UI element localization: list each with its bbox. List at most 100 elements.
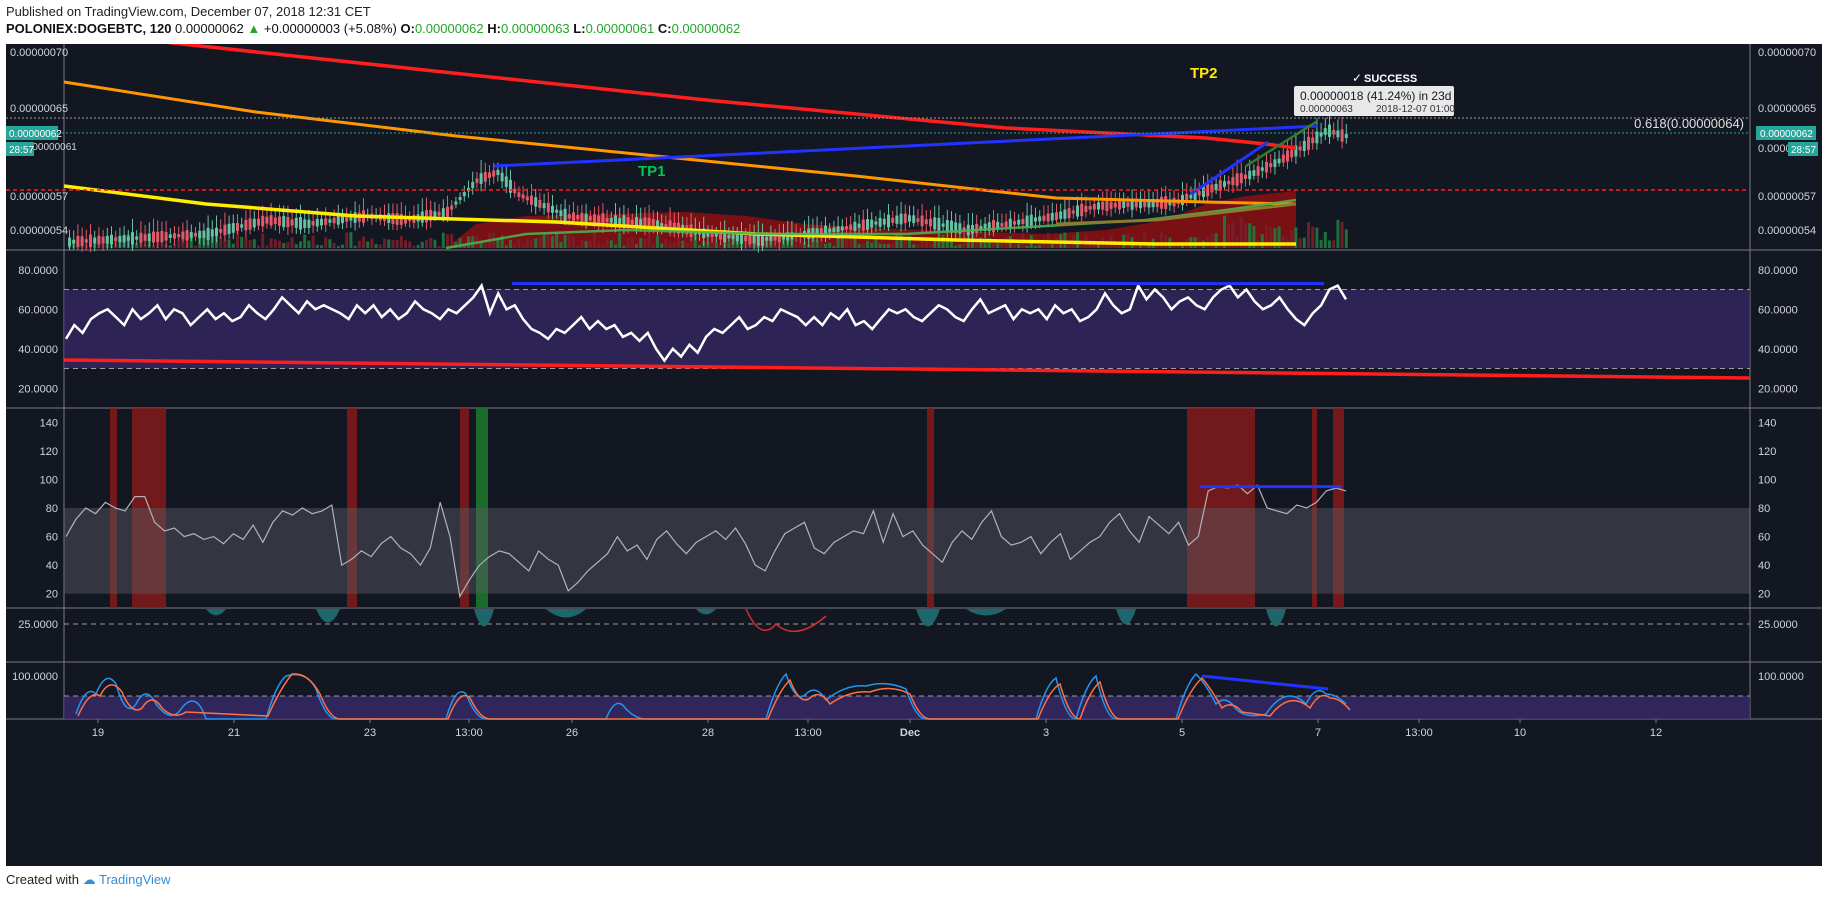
volume-bar [261, 233, 265, 248]
volume-bar [391, 239, 395, 248]
volume-bar [1332, 240, 1336, 248]
candle-body [895, 215, 899, 224]
volume-bar [962, 236, 966, 248]
candle-body [1302, 140, 1306, 151]
high-value: 0.00000063 [500, 21, 570, 36]
price-axis-left: 0.00000070 0.00000065 0.00000057 0.00000054 [10, 47, 68, 237]
time-axis-label: 23 [364, 727, 376, 739]
volume-bar [504, 245, 508, 248]
volume-bar [227, 239, 231, 248]
candle-body [315, 218, 319, 227]
volume-bar [1328, 240, 1331, 248]
volume-bar [1323, 231, 1327, 248]
candle-body [1189, 194, 1193, 199]
volume-bar [521, 245, 525, 248]
candle-body [105, 235, 109, 244]
candle-body [160, 230, 164, 243]
candle-body [1139, 199, 1142, 209]
candle-body [1147, 199, 1151, 208]
candle-body [1260, 167, 1264, 171]
volume-bar [1223, 215, 1226, 248]
candle-body [89, 234, 92, 247]
volume-bar [987, 237, 991, 248]
tradingview-brand-link[interactable]: TradingView [99, 872, 171, 887]
volume-bar [899, 232, 903, 248]
volume-bar [572, 235, 575, 248]
candle-body [740, 232, 743, 244]
volume-bar [1122, 234, 1126, 248]
oscillator-axis-label: 80 [46, 503, 58, 515]
candle-body [584, 213, 588, 223]
volume-bar [328, 239, 332, 248]
candle-body [836, 226, 840, 232]
candle-body [1105, 200, 1109, 212]
candle-body [782, 234, 785, 240]
tp2-label: TP2 [1190, 65, 1218, 82]
volume-bar [273, 239, 277, 248]
volume-bar [349, 232, 353, 248]
candle-body [1202, 186, 1205, 198]
candle-body [286, 216, 290, 228]
candle-body [1134, 200, 1138, 208]
volume-bar [1231, 222, 1235, 248]
volume-bar [370, 238, 374, 248]
candle-body [437, 211, 441, 216]
candle-body [198, 230, 202, 239]
candle-body [1109, 201, 1113, 209]
candle-body [1332, 129, 1336, 135]
candle-body [206, 227, 210, 240]
candle-body [546, 202, 550, 213]
oscillator-axis-label: 120 [1758, 446, 1776, 458]
candle-body [492, 170, 496, 177]
volume-bar [412, 245, 416, 248]
candle-body [815, 228, 819, 237]
candle-body [1269, 163, 1273, 168]
volume-bar [1013, 243, 1016, 248]
volume-bar [584, 241, 588, 248]
volume-bar [630, 237, 634, 248]
volume-bar [1080, 245, 1084, 248]
volume-bar [870, 242, 874, 248]
time-axis-label: 13:00 [794, 727, 822, 739]
left-tag-2-text: 0.00000061 [24, 142, 77, 153]
volume-bar [1050, 241, 1054, 248]
candle-body [307, 219, 311, 228]
volume-bar [920, 238, 924, 248]
volume-bar [555, 232, 559, 248]
candle-body [891, 217, 895, 223]
time-axis-label: 5 [1179, 727, 1185, 739]
volume-bar [824, 243, 827, 248]
volume-bar [924, 236, 928, 248]
candle-body [1143, 200, 1147, 208]
green-trendline [1245, 120, 1317, 168]
candle-body [819, 228, 823, 236]
volume-bar [815, 240, 819, 248]
candle-body [929, 218, 932, 227]
rsi-red-trendline [63, 358, 1751, 380]
volume-bar [135, 242, 139, 248]
candle-body [177, 234, 181, 238]
time-axis-label: 3 [1043, 727, 1049, 739]
volume-bar [887, 243, 890, 248]
stoch-axis-left: 100.0000 [12, 671, 58, 683]
volume-bar [1143, 232, 1147, 248]
chart-canvas[interactable]: TP1 TP2 ✓ SUCCESS 0.00000018 (41.24%) in… [6, 44, 1822, 866]
volume-bar [651, 243, 655, 248]
candle-body [194, 232, 197, 237]
volume-bar [173, 244, 176, 248]
stoch-trendline [1201, 674, 1329, 691]
volume-bar [677, 238, 680, 248]
candle-body [1185, 193, 1189, 203]
candle-body [1042, 215, 1046, 221]
histogram-red-line [745, 608, 827, 633]
candle-body [1067, 208, 1071, 219]
candle-body [1101, 201, 1105, 210]
last-price-tag-right [1756, 126, 1816, 140]
volume-bar [979, 237, 983, 248]
fib-label: 0.618(0.00000064) [1634, 116, 1744, 131]
candle-body [752, 235, 756, 244]
timer-tag-left [6, 142, 34, 156]
volume-bar [1076, 232, 1079, 248]
tradingview-logo-icon: ☁ [82, 872, 96, 887]
price-axis-label: 0.00000070 [1758, 47, 1816, 59]
